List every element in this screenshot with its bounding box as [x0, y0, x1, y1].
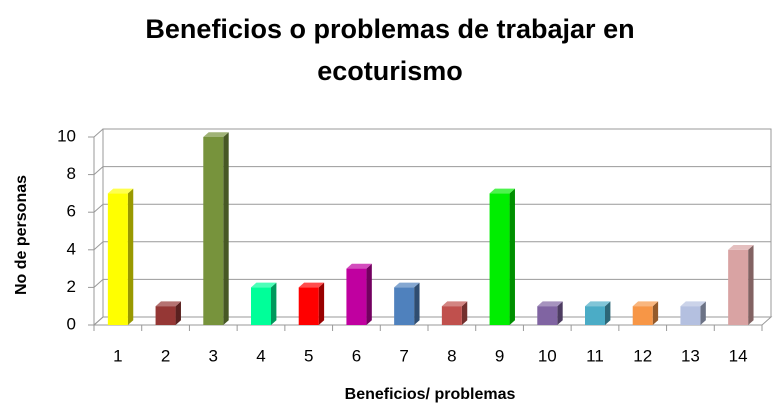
bar-top: [298, 282, 325, 288]
y-tick-label: 2: [67, 277, 76, 296]
bar-top: [632, 301, 659, 307]
y-tick-label: 8: [67, 164, 76, 183]
bar-top: [251, 282, 277, 288]
grid-line: [93, 203, 104, 213]
x-tick-label: 7: [399, 346, 408, 365]
bar-top: [728, 245, 754, 250]
bar: [585, 306, 605, 325]
bar: [155, 306, 176, 325]
x-tick-label: 5: [304, 346, 313, 365]
x-tick-label: 3: [209, 346, 218, 365]
grid-line: [93, 166, 104, 175]
bar-side: [509, 188, 515, 325]
bar-top: [155, 301, 181, 307]
bar-side: [318, 282, 325, 325]
y-axis-label: No de personas: [13, 175, 30, 295]
x-tick-label: 14: [729, 346, 748, 365]
bar-top: [394, 282, 420, 288]
bar: [107, 193, 128, 325]
bar-side: [175, 301, 181, 325]
bar-side: [700, 301, 706, 325]
grid-line: [93, 128, 104, 138]
bar-side: [271, 282, 277, 325]
y-tick-label: 4: [67, 239, 76, 258]
chart-title: Beneficios o problemas de trabajar en ec…: [145, 14, 635, 86]
x-tick-label: 12: [633, 346, 652, 365]
x-tick-label: 10: [538, 346, 557, 365]
grid-line: [93, 241, 104, 251]
bar: [728, 249, 749, 325]
floor: [92, 316, 773, 326]
bar: [203, 137, 224, 325]
x-tick-label: 13: [681, 346, 700, 365]
back-wall: [102, 128, 772, 318]
x-tick-label: 6: [352, 346, 361, 365]
bar: [441, 306, 462, 325]
bar-top: [203, 132, 229, 137]
bar: [251, 287, 271, 325]
x-tick-label: 2: [161, 346, 170, 365]
x-tick-label: 8: [447, 346, 456, 365]
bar-top: [585, 301, 611, 307]
bar-side: [127, 188, 134, 325]
bar-side: [557, 301, 563, 325]
bar: [537, 306, 558, 325]
bar-top: [537, 301, 563, 307]
bar-side: [748, 245, 754, 325]
x-tick-label: 4: [256, 346, 265, 365]
bar-side: [366, 263, 372, 325]
grid-line: [93, 316, 104, 326]
x-tick-label: 11: [586, 346, 604, 365]
bar-side: [605, 301, 611, 325]
bar: [489, 193, 510, 325]
bar-side: [652, 301, 659, 325]
y-tick-label: 6: [67, 202, 76, 221]
bar-side: [461, 301, 468, 325]
bar-top: [441, 301, 468, 307]
x-tick-label: 1: [113, 346, 122, 365]
x-tick-label: 9: [495, 346, 504, 365]
bar-side: [223, 132, 229, 325]
y-tick-label: 10: [57, 126, 76, 145]
bar-top: [107, 188, 134, 194]
bar: [632, 306, 653, 325]
bar-top: [680, 301, 706, 307]
bar-top: [489, 188, 515, 194]
bar: [298, 287, 319, 325]
x-axis-label: Beneficios/ problemas: [345, 386, 516, 403]
bar: [680, 306, 701, 325]
bar-top: [346, 263, 372, 269]
bar: [346, 268, 367, 325]
grid-line: [93, 279, 104, 288]
bar: [394, 287, 415, 325]
y-tick-label: 0: [67, 314, 76, 333]
bar-side: [414, 282, 420, 325]
